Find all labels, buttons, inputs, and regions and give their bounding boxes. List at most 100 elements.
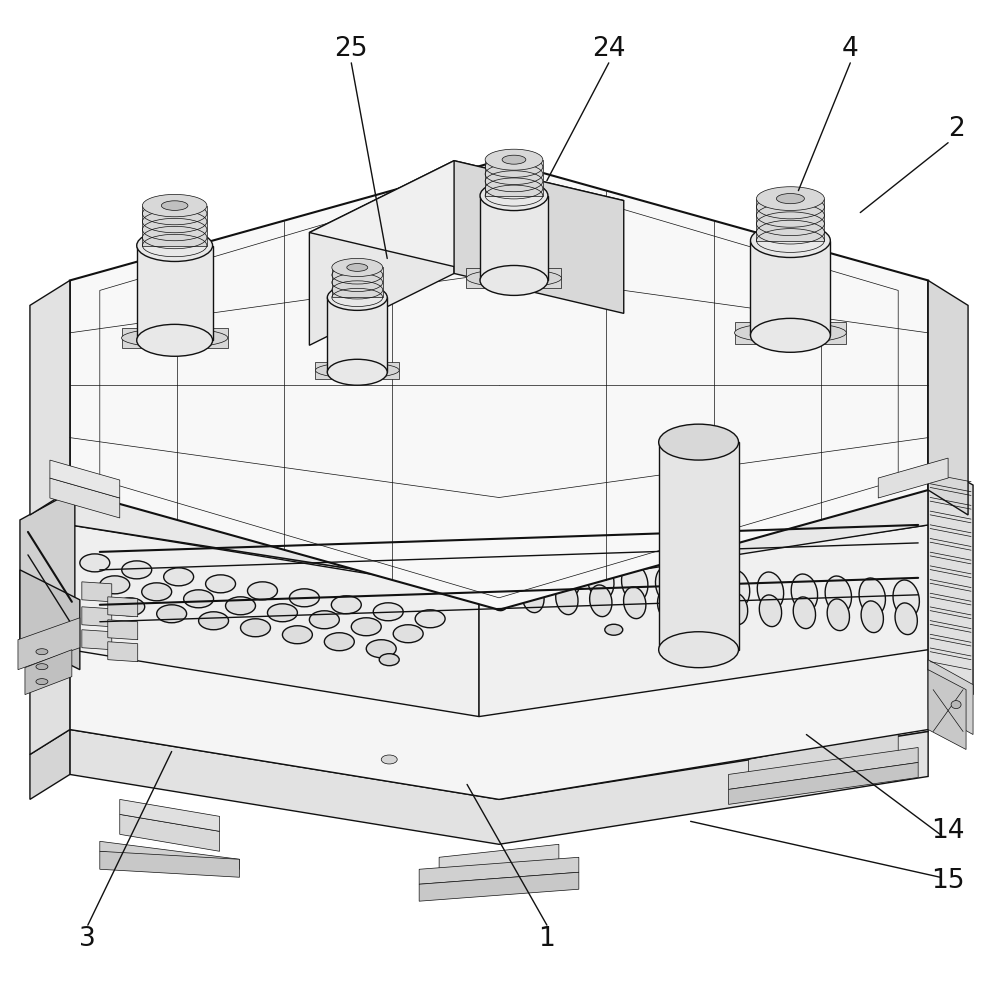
Ellipse shape: [162, 201, 188, 210]
Ellipse shape: [327, 359, 387, 385]
Polygon shape: [659, 442, 739, 650]
Ellipse shape: [100, 576, 130, 594]
Ellipse shape: [861, 601, 883, 633]
Polygon shape: [108, 642, 138, 662]
Ellipse shape: [776, 194, 804, 204]
Ellipse shape: [184, 590, 214, 608]
Ellipse shape: [486, 556, 512, 594]
Ellipse shape: [756, 187, 824, 210]
Polygon shape: [143, 206, 207, 246]
Ellipse shape: [556, 583, 578, 615]
Polygon shape: [466, 268, 562, 288]
Polygon shape: [750, 241, 830, 335]
Polygon shape: [25, 650, 72, 695]
Polygon shape: [70, 525, 928, 799]
Polygon shape: [30, 730, 70, 799]
Polygon shape: [82, 630, 112, 650]
Ellipse shape: [248, 582, 277, 600]
Polygon shape: [122, 328, 228, 348]
Polygon shape: [20, 570, 80, 670]
Polygon shape: [30, 280, 70, 515]
Ellipse shape: [381, 755, 397, 764]
Ellipse shape: [331, 596, 361, 614]
Polygon shape: [454, 161, 624, 313]
Polygon shape: [928, 660, 973, 735]
Polygon shape: [928, 670, 966, 750]
Polygon shape: [748, 732, 898, 779]
Polygon shape: [120, 799, 220, 831]
Ellipse shape: [520, 558, 546, 596]
Ellipse shape: [522, 581, 544, 613]
Ellipse shape: [502, 155, 526, 164]
Ellipse shape: [895, 603, 917, 635]
Polygon shape: [108, 620, 138, 640]
Ellipse shape: [951, 701, 961, 709]
Ellipse shape: [164, 568, 194, 586]
Polygon shape: [439, 844, 559, 874]
Ellipse shape: [757, 572, 783, 610]
Ellipse shape: [373, 603, 403, 621]
Polygon shape: [137, 246, 213, 340]
Ellipse shape: [157, 605, 187, 623]
Text: 24: 24: [592, 36, 626, 62]
Ellipse shape: [658, 589, 680, 621]
Ellipse shape: [893, 580, 919, 618]
Ellipse shape: [393, 625, 423, 643]
Ellipse shape: [142, 583, 172, 601]
Ellipse shape: [309, 611, 339, 629]
Polygon shape: [928, 280, 968, 515]
Polygon shape: [70, 700, 928, 799]
Polygon shape: [419, 872, 579, 901]
Ellipse shape: [827, 599, 849, 631]
Polygon shape: [18, 618, 80, 670]
Text: 3: 3: [80, 926, 96, 952]
Ellipse shape: [241, 619, 270, 637]
Polygon shape: [100, 851, 240, 877]
Polygon shape: [100, 692, 898, 783]
Ellipse shape: [137, 230, 213, 261]
Ellipse shape: [724, 570, 749, 608]
Ellipse shape: [750, 318, 830, 352]
Polygon shape: [70, 730, 928, 844]
Polygon shape: [50, 460, 120, 498]
Polygon shape: [20, 490, 75, 640]
Ellipse shape: [692, 591, 714, 623]
Text: 25: 25: [334, 36, 368, 62]
Ellipse shape: [36, 649, 48, 655]
Polygon shape: [70, 525, 479, 717]
Polygon shape: [309, 161, 624, 272]
Ellipse shape: [735, 323, 846, 343]
Polygon shape: [480, 196, 548, 280]
Ellipse shape: [825, 576, 851, 614]
Polygon shape: [82, 607, 112, 627]
Ellipse shape: [726, 593, 748, 625]
Ellipse shape: [622, 564, 648, 602]
Ellipse shape: [659, 424, 739, 460]
Ellipse shape: [36, 679, 48, 685]
Ellipse shape: [859, 578, 885, 616]
Ellipse shape: [415, 610, 445, 628]
Ellipse shape: [289, 589, 319, 607]
Ellipse shape: [347, 264, 367, 271]
Text: 1: 1: [539, 926, 555, 952]
Polygon shape: [108, 597, 138, 617]
Ellipse shape: [690, 568, 716, 606]
Polygon shape: [419, 857, 579, 884]
Ellipse shape: [331, 258, 382, 277]
Polygon shape: [100, 841, 240, 869]
Ellipse shape: [137, 324, 213, 356]
Ellipse shape: [656, 566, 682, 604]
Polygon shape: [878, 458, 948, 498]
Text: 4: 4: [842, 36, 858, 62]
Ellipse shape: [759, 595, 781, 627]
Ellipse shape: [80, 554, 110, 572]
Polygon shape: [735, 322, 846, 344]
Ellipse shape: [659, 632, 739, 668]
Ellipse shape: [315, 363, 399, 378]
Polygon shape: [331, 267, 382, 297]
Ellipse shape: [793, 597, 815, 629]
Text: 15: 15: [931, 868, 965, 894]
Ellipse shape: [122, 328, 228, 348]
Ellipse shape: [36, 664, 48, 670]
Polygon shape: [479, 525, 928, 717]
